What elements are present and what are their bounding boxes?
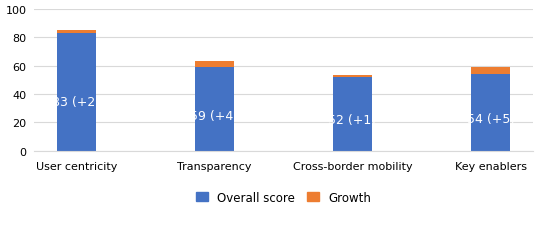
Bar xyxy=(195,62,234,68)
Bar xyxy=(195,68,234,151)
Text: 54 (+5): 54 (+5) xyxy=(467,113,515,126)
Bar xyxy=(333,78,372,151)
Bar xyxy=(57,31,95,34)
Text: 83 (+2): 83 (+2) xyxy=(52,95,100,108)
Bar xyxy=(57,34,95,151)
Bar xyxy=(471,68,510,75)
Bar xyxy=(333,76,372,78)
Legend: Overall score, Growth: Overall score, Growth xyxy=(194,188,374,206)
Text: 59 (+4): 59 (+4) xyxy=(190,110,238,123)
Bar xyxy=(471,75,510,151)
Text: 52 (+1): 52 (+1) xyxy=(328,114,377,127)
